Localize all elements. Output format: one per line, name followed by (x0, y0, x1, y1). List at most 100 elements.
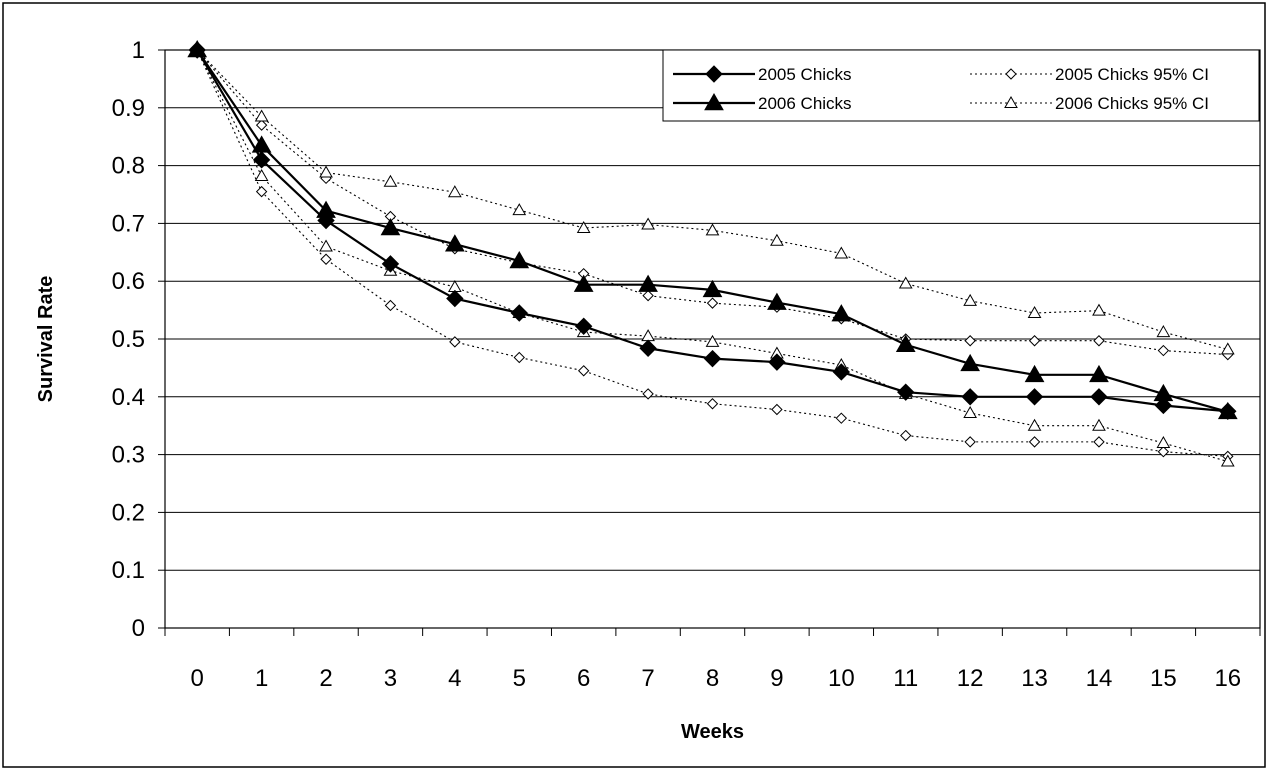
data-point (702, 279, 723, 298)
data-point (513, 351, 525, 364)
data-point (834, 246, 849, 259)
data-point (1157, 344, 1170, 357)
data-point (509, 250, 530, 269)
x-tick-label: 2 (319, 665, 332, 692)
data-point (1090, 388, 1108, 406)
legend-label: 2006 Chicks 95% CI (1055, 94, 1209, 113)
data-point (510, 304, 528, 322)
x-tick-label: 11 (893, 665, 918, 692)
data-point (255, 119, 268, 131)
data-point (963, 293, 978, 306)
data-point (895, 334, 916, 353)
data-point (447, 185, 462, 198)
data-point (512, 203, 527, 216)
data-point (577, 365, 590, 377)
data-point (963, 405, 978, 418)
x-tick-label: 15 (1150, 665, 1177, 692)
legend: 2005 Chicks 2005 Chicks 95% CI 2006 Chicks… (662, 49, 1260, 122)
data-point (1027, 305, 1042, 318)
data-point (831, 304, 852, 322)
data-point (1093, 436, 1105, 448)
data-point (1157, 446, 1170, 458)
x-tick-label: 16 (1214, 665, 1241, 692)
y-tick-label: 0.4 (112, 384, 145, 411)
legend-marker (1005, 68, 1017, 80)
series-1 (187, 39, 1238, 420)
x-tick-label: 13 (1021, 665, 1048, 692)
y-tick-label: 0 (132, 615, 145, 642)
axes: 00.10.20.30.40.50.60.70.80.910 1 2 3 4 5 6 7 8 9 1… (112, 37, 1261, 692)
data-point (380, 218, 401, 236)
x-tick-label: 0 (191, 665, 204, 692)
data-point (705, 334, 720, 347)
data-point (254, 168, 269, 182)
y-tick-label: 0.8 (112, 153, 145, 180)
data-point (1153, 383, 1174, 402)
data-point (1093, 335, 1105, 347)
data-point (251, 135, 272, 153)
x-tick-label: 7 (641, 665, 654, 692)
y-tick-label: 1 (132, 37, 145, 64)
data-point (768, 353, 786, 371)
y-tick-label: 0.6 (112, 268, 145, 295)
data-point (187, 39, 208, 58)
x-axis-title: Weeks (681, 721, 744, 743)
data-point (1220, 342, 1235, 355)
legend-entry: 2006 Chicks (673, 92, 852, 113)
data-point (835, 412, 848, 424)
data-point (320, 253, 332, 265)
data-point (705, 223, 720, 236)
legend-label: 2005 Chicks (758, 65, 852, 84)
data-point (767, 292, 787, 310)
data-point (703, 349, 722, 368)
data-point (1092, 418, 1106, 431)
legend-marker (705, 65, 723, 83)
data-point (1027, 418, 1042, 431)
data-point (638, 274, 658, 292)
data-point (254, 109, 269, 122)
data-point (255, 185, 268, 198)
y-tick-label: 0.7 (112, 210, 145, 237)
data-point (384, 299, 397, 312)
legend-marker (1004, 95, 1018, 108)
data-point (771, 403, 783, 416)
series-layer (187, 39, 1238, 467)
data-point (964, 436, 976, 448)
data-point (381, 255, 400, 273)
data-point (252, 151, 271, 169)
data-point (964, 335, 976, 347)
y-axis-title: Survival Rate (35, 276, 57, 403)
data-point (898, 276, 913, 289)
x-tick-label: 8 (706, 665, 719, 692)
x-tick-label: 3 (384, 665, 397, 692)
series-4 (190, 42, 1235, 355)
y-tick-label: 0.2 (112, 499, 145, 526)
legend-entry: 2005 Chicks (673, 65, 852, 84)
data-point (576, 221, 591, 234)
data-point (574, 317, 593, 335)
data-point (960, 353, 981, 372)
x-tick-label: 10 (828, 665, 855, 692)
data-point (444, 234, 465, 252)
series-line (196, 49, 1228, 457)
data-point (1217, 401, 1238, 420)
data-point (1156, 436, 1171, 449)
data-point (961, 388, 979, 406)
data-point (1028, 436, 1041, 448)
y-tick-label: 0.9 (112, 95, 145, 122)
x-tick-label: 5 (513, 665, 526, 692)
x-tick-label: 1 (255, 665, 268, 692)
y-tick-label: 0.1 (112, 557, 145, 584)
data-point (383, 174, 398, 187)
y-tick-label: 0.3 (112, 442, 145, 469)
data-point (1154, 396, 1173, 415)
x-tick-label: 14 (1086, 665, 1113, 692)
data-point (897, 383, 915, 401)
x-tick-label: 6 (577, 665, 590, 692)
data-point (770, 233, 784, 246)
legend-box (662, 49, 1260, 122)
data-point (316, 200, 336, 218)
